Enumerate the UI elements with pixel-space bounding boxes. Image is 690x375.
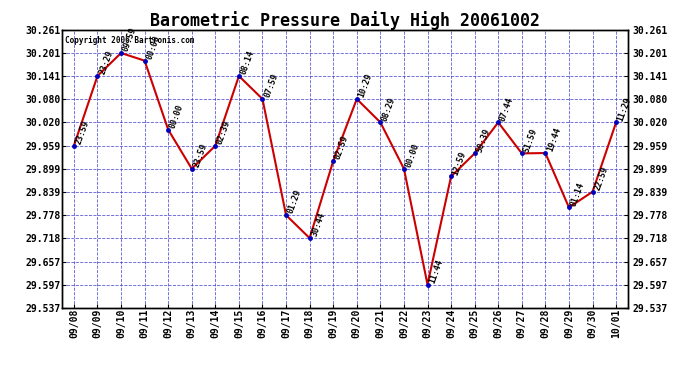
Text: 23:29: 23:29: [97, 50, 115, 76]
Text: 09:59: 09:59: [121, 26, 138, 53]
Text: 30:44: 30:44: [310, 211, 326, 238]
Text: 00:00: 00:00: [404, 142, 421, 169]
Text: 08:29: 08:29: [380, 96, 397, 122]
Text: 01:29: 01:29: [286, 189, 303, 215]
Text: 00:00: 00:00: [168, 103, 185, 130]
Text: 23:59: 23:59: [192, 142, 209, 169]
Text: 50:39: 50:39: [475, 127, 492, 153]
Text: 22:59: 22:59: [593, 165, 609, 192]
Text: 23:59: 23:59: [74, 119, 91, 146]
Text: 08:14: 08:14: [239, 50, 256, 76]
Text: 12:59: 12:59: [451, 150, 468, 176]
Text: 00:00: 00:00: [145, 34, 161, 61]
Text: 07:59: 07:59: [262, 72, 279, 99]
Title: Barometric Pressure Daily High 20061002: Barometric Pressure Daily High 20061002: [150, 11, 540, 30]
Text: 10:29: 10:29: [357, 72, 374, 99]
Text: 19:44: 19:44: [545, 126, 562, 153]
Text: 02:39: 02:39: [215, 119, 233, 146]
Text: 11:44: 11:44: [428, 258, 444, 285]
Text: 02:59: 02:59: [333, 135, 351, 161]
Text: 11:29: 11:29: [616, 96, 633, 122]
Text: 07:44: 07:44: [498, 96, 515, 122]
Text: 51:59: 51:59: [522, 127, 539, 153]
Text: Copyright 2006 Bartronis.com: Copyright 2006 Bartronis.com: [65, 36, 195, 45]
Text: 01:14: 01:14: [569, 181, 586, 207]
